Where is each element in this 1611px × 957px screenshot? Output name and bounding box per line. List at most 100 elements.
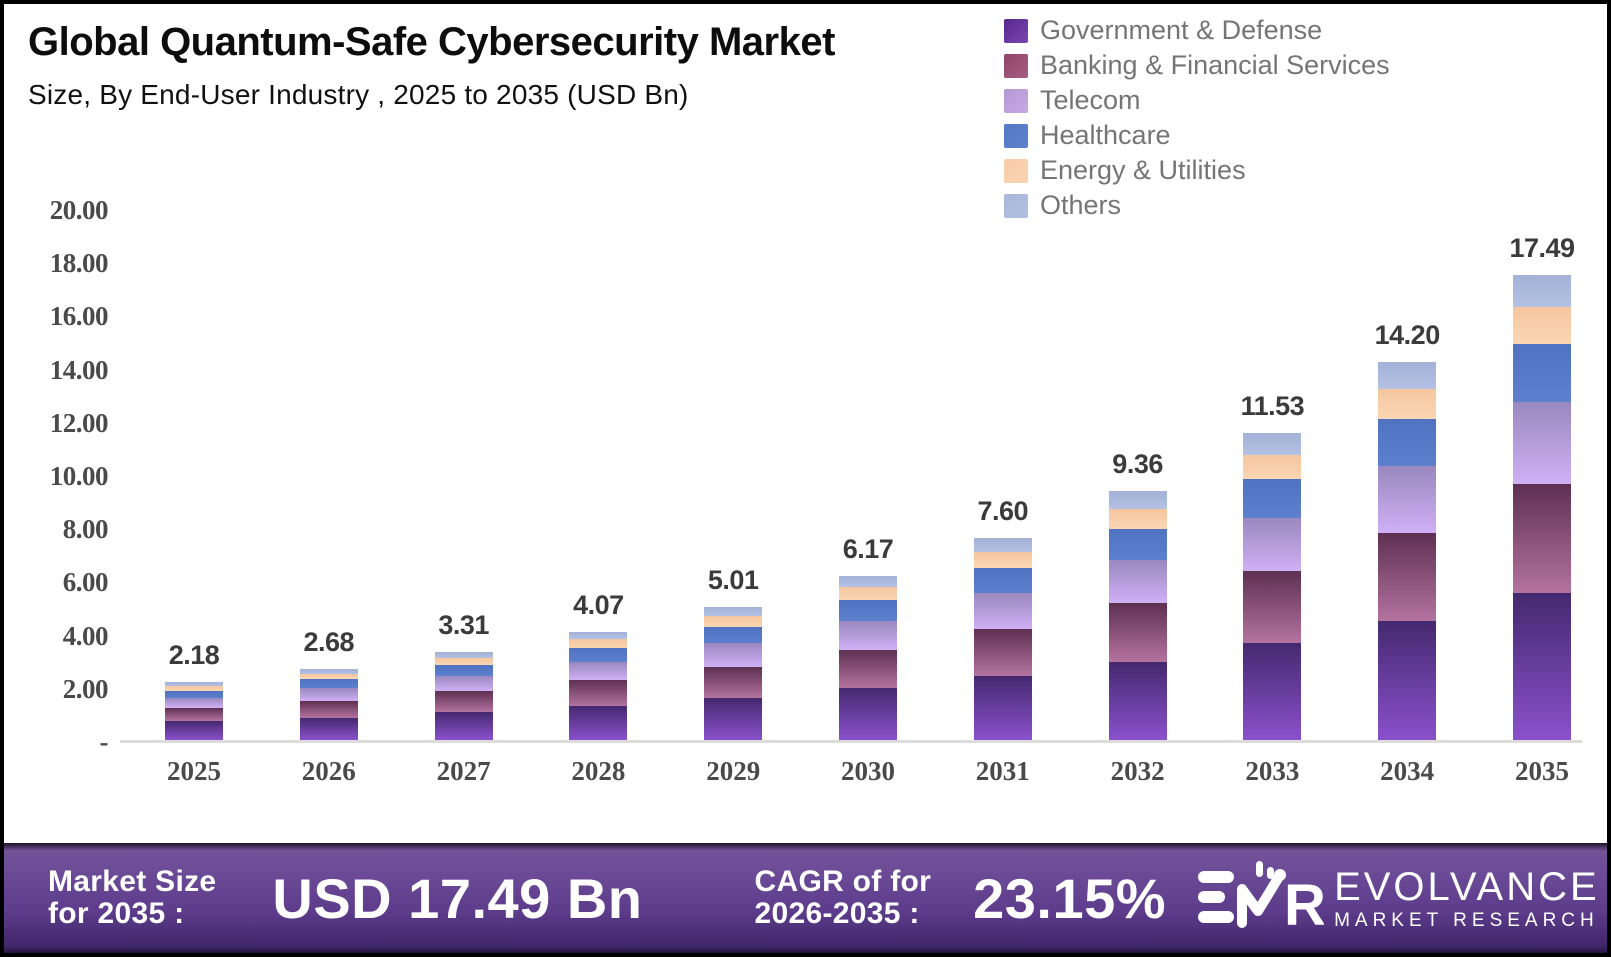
bar-segment (299, 679, 358, 689)
bar-segment (973, 676, 1032, 740)
bar-segment (434, 691, 493, 713)
legend-item: Government & Defense (1004, 15, 1390, 45)
bar-segment (165, 707, 223, 722)
bar-segment (569, 639, 628, 648)
bar-segment (1243, 454, 1302, 480)
x-axis-label: 2029 (706, 756, 761, 786)
legend-swatch-icon (1004, 193, 1028, 218)
bar-segment (165, 686, 223, 691)
bar-2027: 3.31 2027 (434, 610, 493, 786)
bar-segment (434, 658, 493, 666)
bar-stack (1378, 362, 1437, 740)
bar-segment (299, 668, 358, 674)
bar-segment (1108, 603, 1167, 662)
x-axis-label: 2030 (840, 756, 895, 786)
emr-logo: R EVOLVANCE MARKET RESEARCH (1196, 859, 1600, 937)
bar-segment (1108, 559, 1167, 604)
cagr-label: CAGR of for 2026-2035 : (754, 864, 932, 930)
bar-segment (1108, 661, 1167, 740)
bar-total-label: 2.68 (303, 626, 355, 657)
plot-area: 2.18 2025 2.68 2026 3.31 2027 4.07 2028 5.01 2029… (120, 211, 1582, 786)
chart-legend: Government & Defense Banking & Financial … (1004, 15, 1390, 220)
bar-total-label: 4.07 (573, 589, 624, 620)
bar-stack (1512, 274, 1571, 740)
bar-segment (299, 717, 358, 740)
bar-segment (1108, 528, 1167, 560)
bar-2032: 9.36 2032 (1108, 449, 1167, 786)
bar-segment (973, 551, 1032, 569)
bar-total-label: 14.20 (1374, 320, 1441, 351)
legend-swatch-icon (1004, 18, 1028, 43)
bar-segment (704, 606, 763, 617)
legend-swatch-icon (1004, 123, 1028, 148)
bar-stack (569, 631, 628, 740)
bar-segment (1378, 532, 1437, 622)
bar-total-label: 9.36 (1112, 449, 1163, 480)
bar-segment (704, 698, 763, 740)
y-tick-label: - (99, 727, 109, 757)
bar-segment (1512, 593, 1571, 740)
bar-segment (1512, 344, 1571, 403)
legend-label: Healthcare (1040, 120, 1171, 150)
page-title: Global Quantum-Safe Cybersecurity Market (28, 20, 835, 64)
logo-name: EVOLVANCE (1334, 864, 1600, 909)
bar-segment (973, 568, 1032, 594)
bar-stack (973, 537, 1032, 740)
x-axis-label: 2034 (1380, 756, 1435, 786)
legend-item: Banking & Financial Services (1004, 50, 1390, 80)
bar-segment (1243, 433, 1302, 455)
bar-segment (569, 661, 628, 681)
bar-segment (1108, 491, 1167, 509)
bar-segment (973, 628, 1032, 677)
legend-item: Telecom (1004, 85, 1390, 115)
y-tick-label: 16.00 (49, 301, 109, 332)
bar-segment (434, 675, 493, 692)
bar-stack (165, 682, 223, 740)
bar-segment (838, 620, 897, 650)
y-tick-label: 6.00 (62, 567, 109, 598)
bar-stack (838, 575, 897, 740)
logo-subtitle: MARKET RESEARCH (1334, 909, 1599, 931)
legend-label: Government & Defense (1040, 15, 1323, 45)
bar-total-label: 2.18 (168, 640, 220, 671)
bar-segment (1378, 362, 1437, 389)
bar-segment (1378, 418, 1437, 467)
bar-stack (299, 668, 358, 740)
legend-swatch-icon (1004, 88, 1028, 113)
bar-2029: 5.01 2029 (704, 565, 763, 786)
emr-monogram-icon: R (1198, 861, 1324, 937)
bar-segment (165, 682, 223, 687)
bar-segment (434, 652, 493, 659)
legend-label: Energy & Utilities (1040, 155, 1246, 185)
bar-stack (434, 652, 493, 740)
y-tick-label: 12.00 (49, 407, 109, 438)
legend-label: Telecom (1040, 85, 1141, 115)
bar-total-label: 6.17 (842, 533, 894, 564)
bar-segment (973, 593, 1032, 629)
legend-item: Energy & Utilities (1004, 155, 1390, 185)
bar-segment (704, 643, 763, 667)
bar-segment (1243, 479, 1302, 518)
x-axis-label: 2026 (301, 756, 356, 786)
bar-segment (838, 649, 897, 689)
bar-segment (299, 688, 358, 701)
bar-segment (1108, 508, 1167, 529)
bar-segment (1378, 466, 1437, 533)
x-axis-label: 2032 (1110, 756, 1165, 786)
bar-segment (165, 721, 223, 740)
bar-segment (1243, 643, 1302, 740)
bar-total-label: 7.60 (977, 495, 1029, 526)
bar-2033: 11.53 2033 (1241, 391, 1305, 786)
bar-segment (1512, 483, 1571, 594)
legend-item: Others (1004, 190, 1390, 220)
bar-total-label: 17.49 (1509, 232, 1575, 263)
bar-segment (434, 712, 493, 740)
bar-segment (838, 587, 897, 601)
x-axis-label: 2025 (167, 756, 221, 786)
legend-swatch-icon (1004, 53, 1028, 78)
bar-segment (165, 690, 223, 698)
x-axis-label: 2028 (571, 756, 626, 786)
y-tick-label: 2.00 (62, 673, 109, 704)
bar-segment (299, 700, 358, 718)
bar-segment (1378, 388, 1437, 419)
